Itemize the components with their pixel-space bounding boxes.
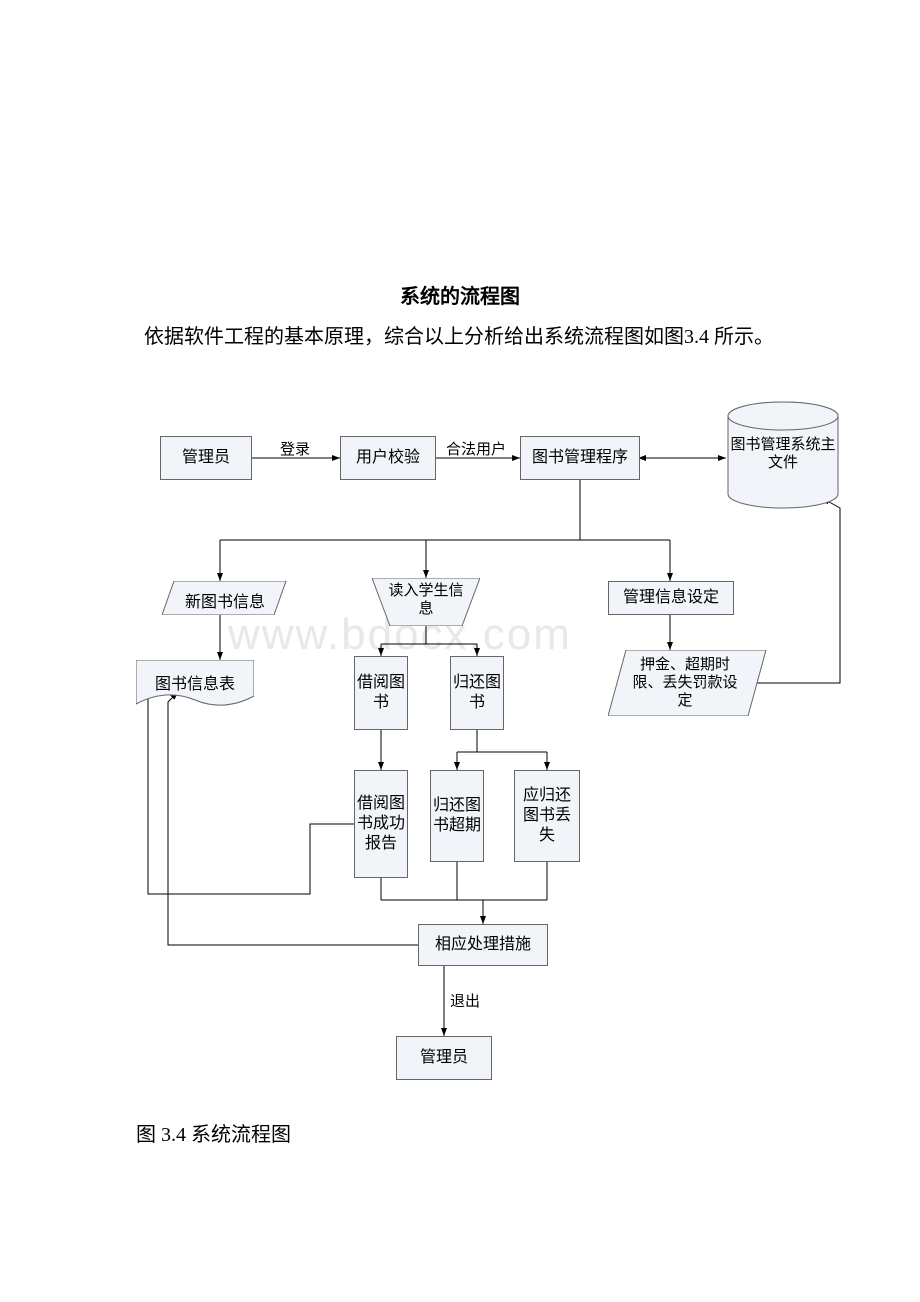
edge-label-exit: 退出 xyxy=(450,990,480,1011)
node-penalty-label: 押金、超期时限、丢失罚款设定 xyxy=(626,656,744,710)
node-borrow: 借阅图书 xyxy=(354,656,408,730)
node-admin: 管理员 xyxy=(160,436,252,480)
node-handle: 相应处理措施 xyxy=(418,924,548,966)
node-admin2: 管理员 xyxy=(396,1036,492,1080)
flowchart-edges xyxy=(0,0,920,1302)
node-newbook-label: 新图书信息 xyxy=(170,588,280,612)
edge-label-login: 登录 xyxy=(280,438,310,459)
node-verify: 用户校验 xyxy=(340,436,436,480)
node-return: 归还图书 xyxy=(450,656,504,730)
edge-label-legal: 合法用户 xyxy=(446,438,506,459)
node-program: 图书管理程序 xyxy=(520,436,640,480)
node-mainfile-label: 图书管理系统主文件 xyxy=(726,436,840,472)
node-borrowok: 借阅图书成功报告 xyxy=(354,770,408,878)
node-overdue: 归还图书超期 xyxy=(430,770,484,862)
node-setmgr: 管理信息设定 xyxy=(608,581,734,615)
node-lost: 应归还图书丢失 xyxy=(514,770,580,862)
node-readstu-label: 读入学生信息 xyxy=(386,582,466,618)
node-booktable-label: 图书信息表 xyxy=(144,670,246,694)
